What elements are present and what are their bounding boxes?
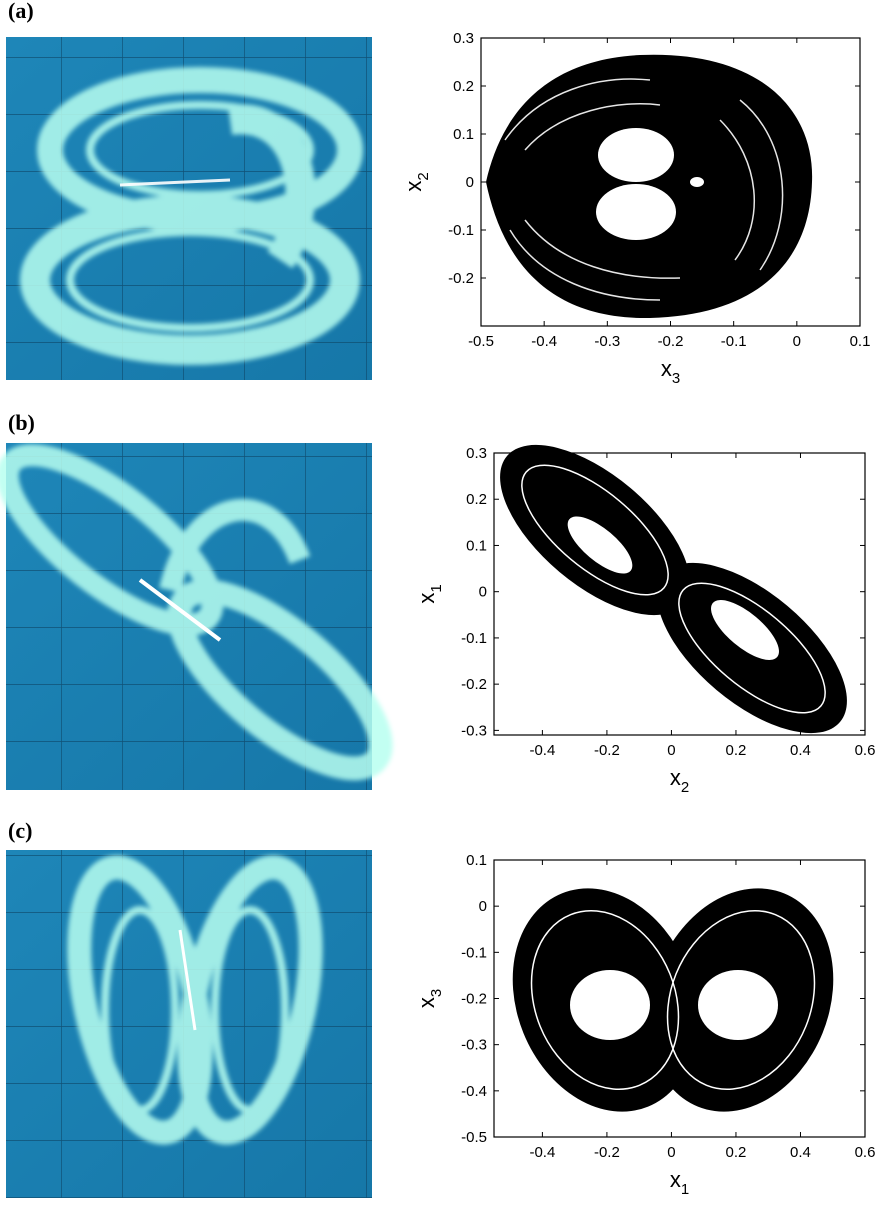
panel-label: (b) — [8, 410, 35, 435]
y-tick-label: 0.1 — [453, 126, 474, 143]
x-tick-label: 0.1 — [850, 333, 871, 350]
axis-symbol: x — [670, 1167, 681, 1192]
y-tick-label: -0.1 — [461, 630, 487, 647]
y-tick-label: -0.5 — [461, 1129, 487, 1146]
axis-label: x3 — [661, 356, 680, 387]
axis-label: x2 — [670, 765, 689, 796]
panel-label: (c) — [8, 818, 32, 843]
y-tick-label: -0.2 — [461, 676, 487, 693]
x-tick-label: -0.2 — [658, 333, 684, 350]
y-tick-label: -0.4 — [461, 1083, 487, 1100]
x-tick-label: 0.6 — [855, 1144, 876, 1161]
y-tick-label: -0.1 — [461, 944, 487, 961]
y-tick-label: 0.3 — [453, 30, 474, 47]
axis-symbol: x — [661, 356, 672, 381]
x-tick-label: 0.4 — [790, 1144, 811, 1161]
x-tick-label: -0.4 — [529, 1144, 555, 1161]
y-tick-label: 0 — [479, 898, 487, 915]
x-tick-label: -0.2 — [594, 742, 620, 759]
x-tick-label: 0.4 — [790, 742, 811, 759]
axis-subscript: 1 — [681, 1181, 689, 1198]
y-tick-label: 0.2 — [466, 491, 487, 508]
axis-subscript: 1 — [428, 584, 445, 592]
axis-label: x1 — [414, 584, 445, 603]
axis-subscript: 2 — [681, 779, 689, 796]
y-tick-label: -0.3 — [461, 722, 487, 739]
x-tick-label: 0 — [793, 333, 801, 350]
axis-symbol: x — [670, 765, 681, 790]
panel-label: (a) — [8, 0, 34, 23]
axis-label: x3 — [414, 989, 445, 1008]
y-tick-label: 0 — [479, 584, 487, 601]
x-tick-label: -0.3 — [594, 333, 620, 350]
x-tick-label: -0.4 — [529, 742, 555, 759]
axis-label: x1 — [670, 1167, 689, 1198]
x-tick-label: -0.2 — [594, 1144, 620, 1161]
y-tick-label: 0.2 — [453, 78, 474, 95]
attractor — [486, 54, 813, 319]
y-tick-label: -0.1 — [448, 222, 474, 239]
x-tick-label: -0.5 — [468, 333, 494, 350]
y-tick-label: -0.2 — [461, 991, 487, 1008]
x-tick-label: 0 — [667, 1144, 675, 1161]
axis-subscript: 3 — [672, 370, 680, 387]
attractor — [512, 888, 834, 1112]
scope-photo — [6, 850, 372, 1198]
x-tick-label: -0.4 — [531, 333, 557, 350]
x-tick-label: 0.2 — [726, 1144, 747, 1161]
axis-symbol: x — [401, 181, 426, 192]
attractor — [500, 444, 847, 734]
plot-frame — [493, 452, 866, 736]
axis-subscript: 2 — [415, 172, 432, 180]
scope-photo — [6, 37, 372, 380]
x-tick-label: -0.1 — [721, 333, 747, 350]
x-tick-label: 0.6 — [855, 742, 876, 759]
axis-symbol: x — [414, 593, 439, 604]
axis-symbol: x — [414, 997, 439, 1008]
scope-photo — [0, 443, 393, 790]
y-tick-label: 0.3 — [466, 445, 487, 462]
axis-label: x2 — [401, 172, 432, 191]
y-tick-label: -0.2 — [448, 270, 474, 287]
y-tick-label: 0 — [466, 174, 474, 191]
y-tick-label: 0.1 — [466, 852, 487, 869]
axis-subscript: 3 — [428, 989, 445, 997]
y-tick-label: 0.1 — [466, 537, 487, 554]
x-tick-label: 0.2 — [726, 742, 747, 759]
x-tick-label: 0 — [667, 742, 675, 759]
y-tick-label: -0.3 — [461, 1037, 487, 1054]
